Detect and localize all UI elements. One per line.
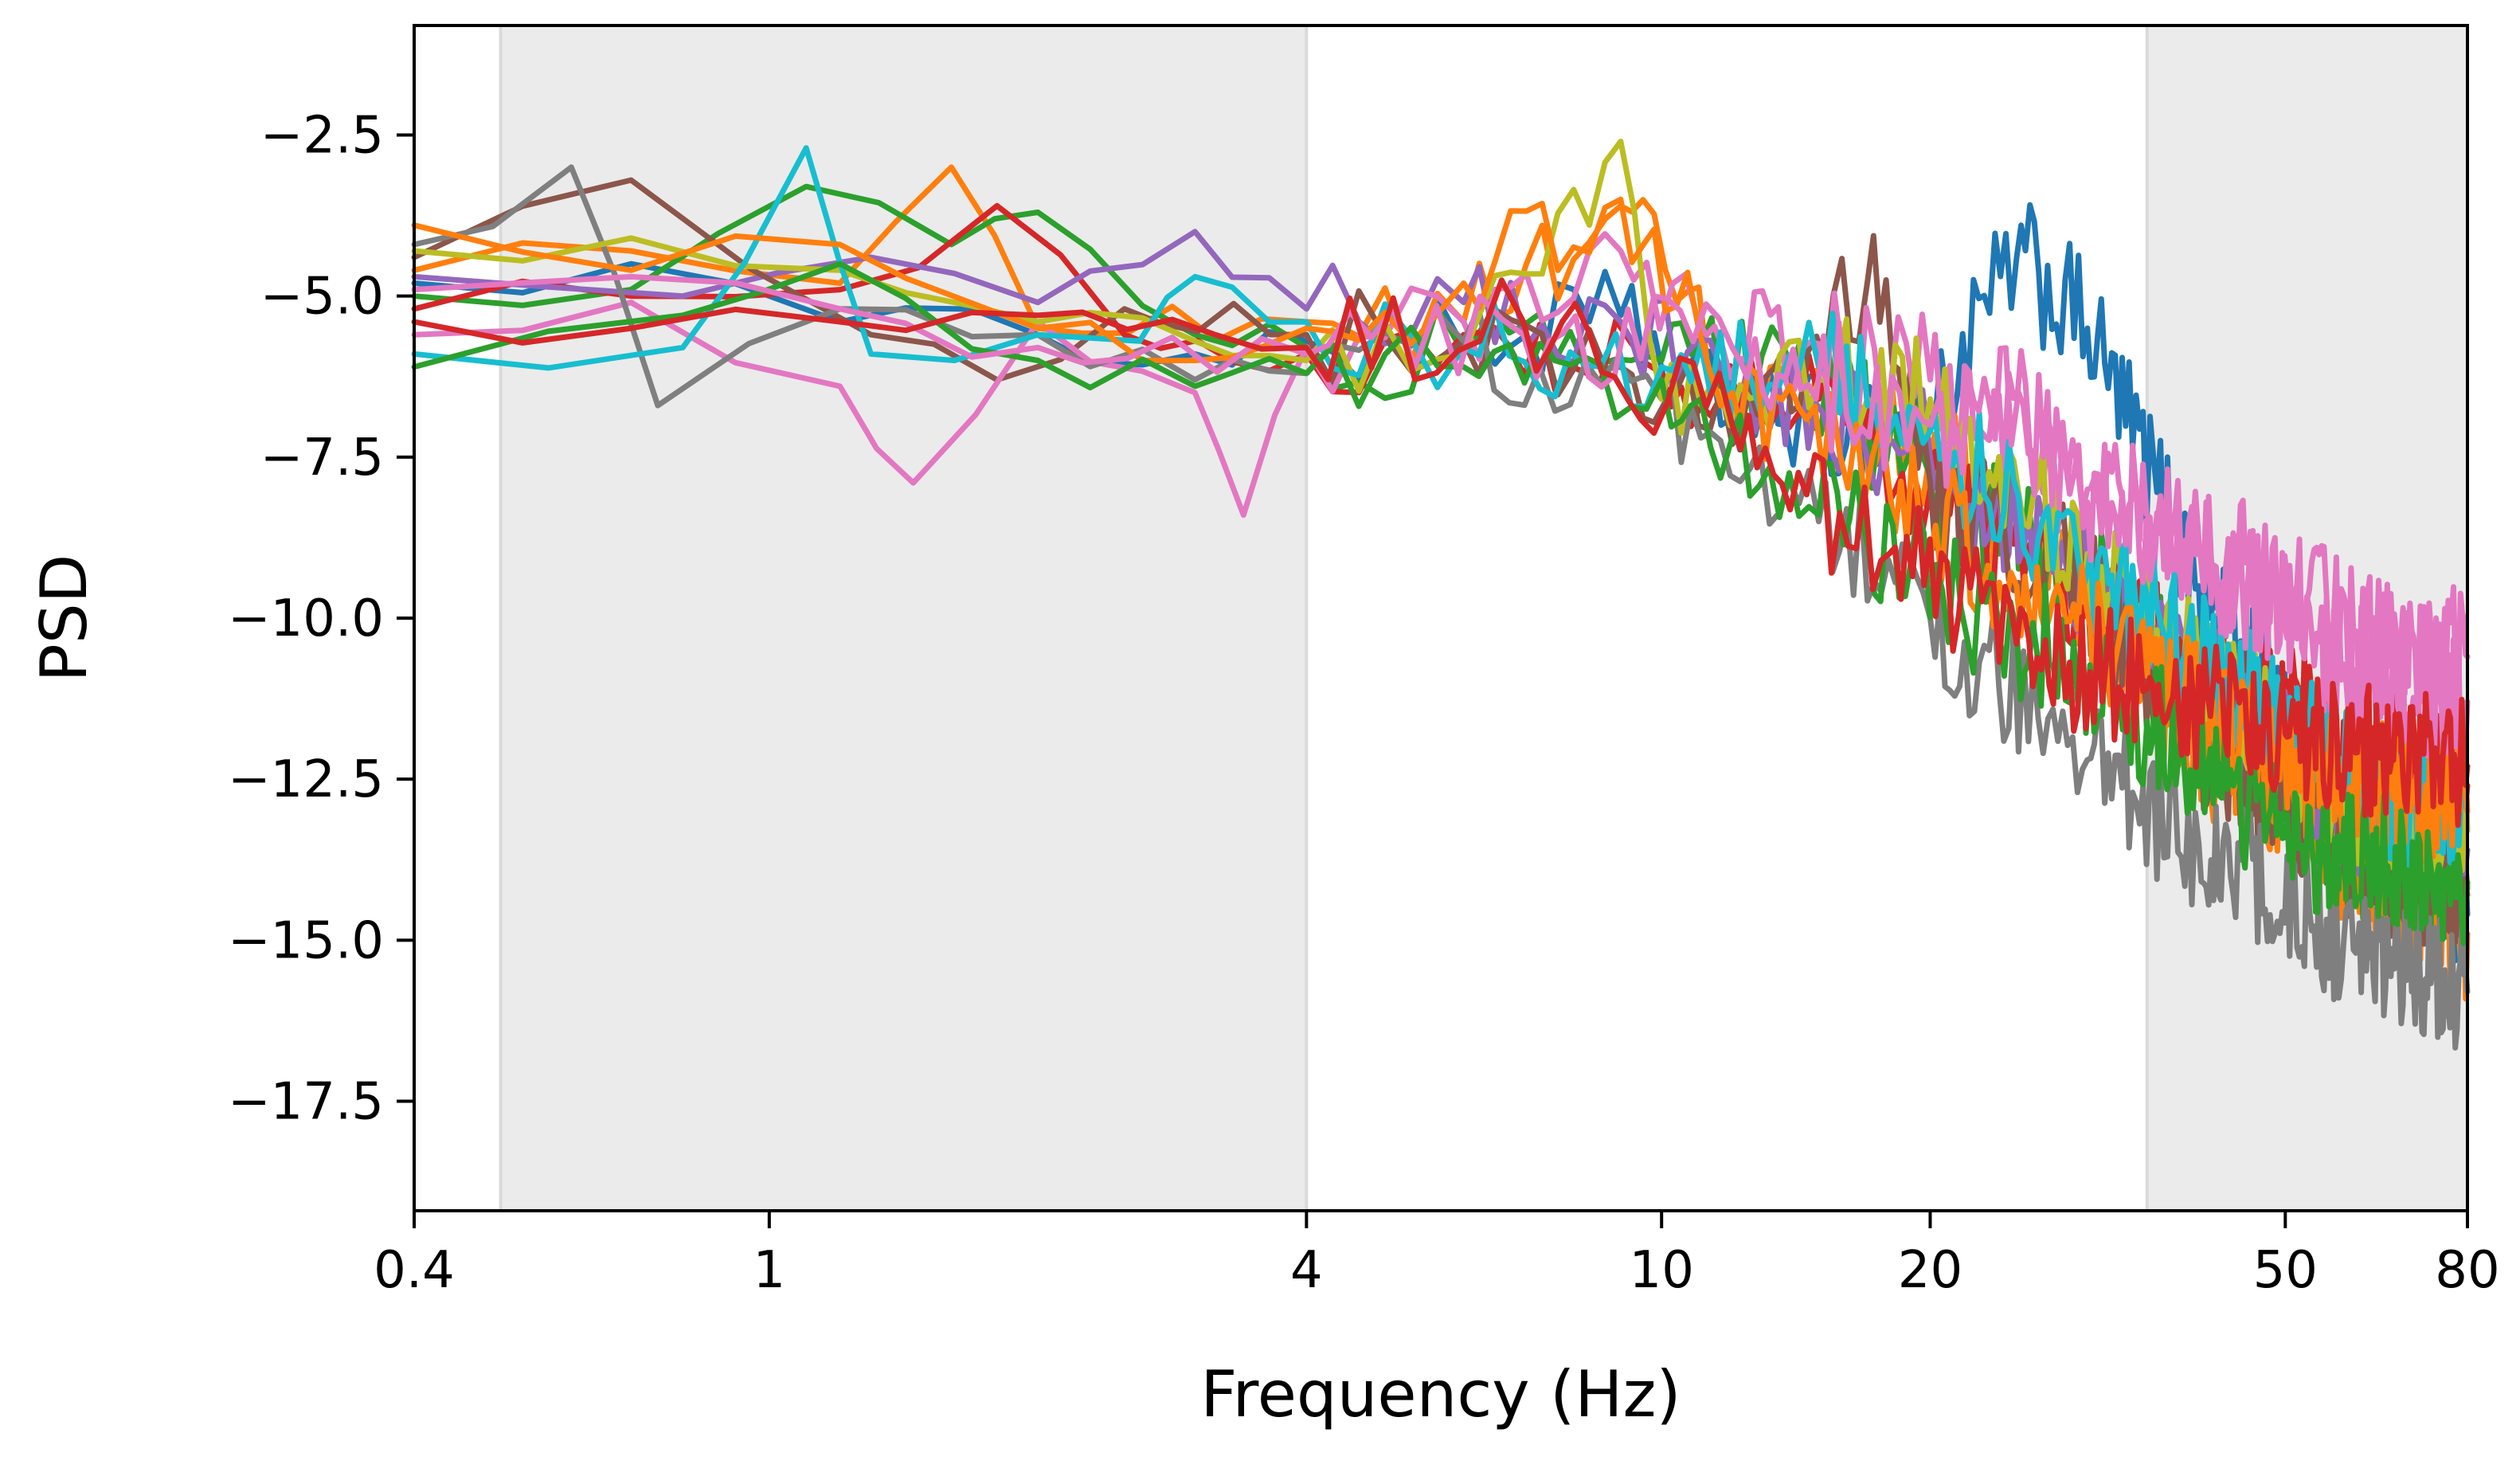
series-lines (411, 139, 2471, 1051)
x-tick-label: 20 (1898, 1241, 1962, 1300)
y-tick-label: −10.0 (228, 589, 384, 648)
x-tick-label: 80 (2435, 1241, 2499, 1300)
x-axis-label: Frequency (Hz) (1200, 1357, 1681, 1431)
series-line-12 (411, 273, 2471, 767)
y-tick-label: −15.0 (228, 911, 384, 970)
series-line-7 (411, 164, 2471, 1051)
series-line-11 (411, 260, 2471, 946)
y-axis-ticks: −2.5 −5.0 −7.5 −10.0 −12.5 −15.0 −17.5 (228, 106, 414, 1132)
x-tick-label: 50 (2253, 1241, 2318, 1300)
x-tick-label: 10 (1629, 1241, 1693, 1300)
y-tick-label: −7.5 (260, 429, 384, 487)
y-tick-label: −12.5 (228, 750, 384, 809)
y-tick-label: −5.0 (260, 268, 384, 327)
x-axis-ticks: 0.4 1 4 10 20 50 80 (374, 1211, 2500, 1300)
y-tick-label: −17.5 (228, 1073, 384, 1132)
y-axis-label: PSD (27, 554, 101, 683)
x-tick-label: 1 (753, 1241, 785, 1300)
y-tick-label: −2.5 (260, 106, 384, 165)
x-tick-label: 4 (1290, 1241, 1323, 1300)
series-line-13 (411, 277, 2471, 828)
shaded-band-0 (500, 25, 1307, 1211)
x-tick-label: 0.4 (374, 1241, 455, 1300)
